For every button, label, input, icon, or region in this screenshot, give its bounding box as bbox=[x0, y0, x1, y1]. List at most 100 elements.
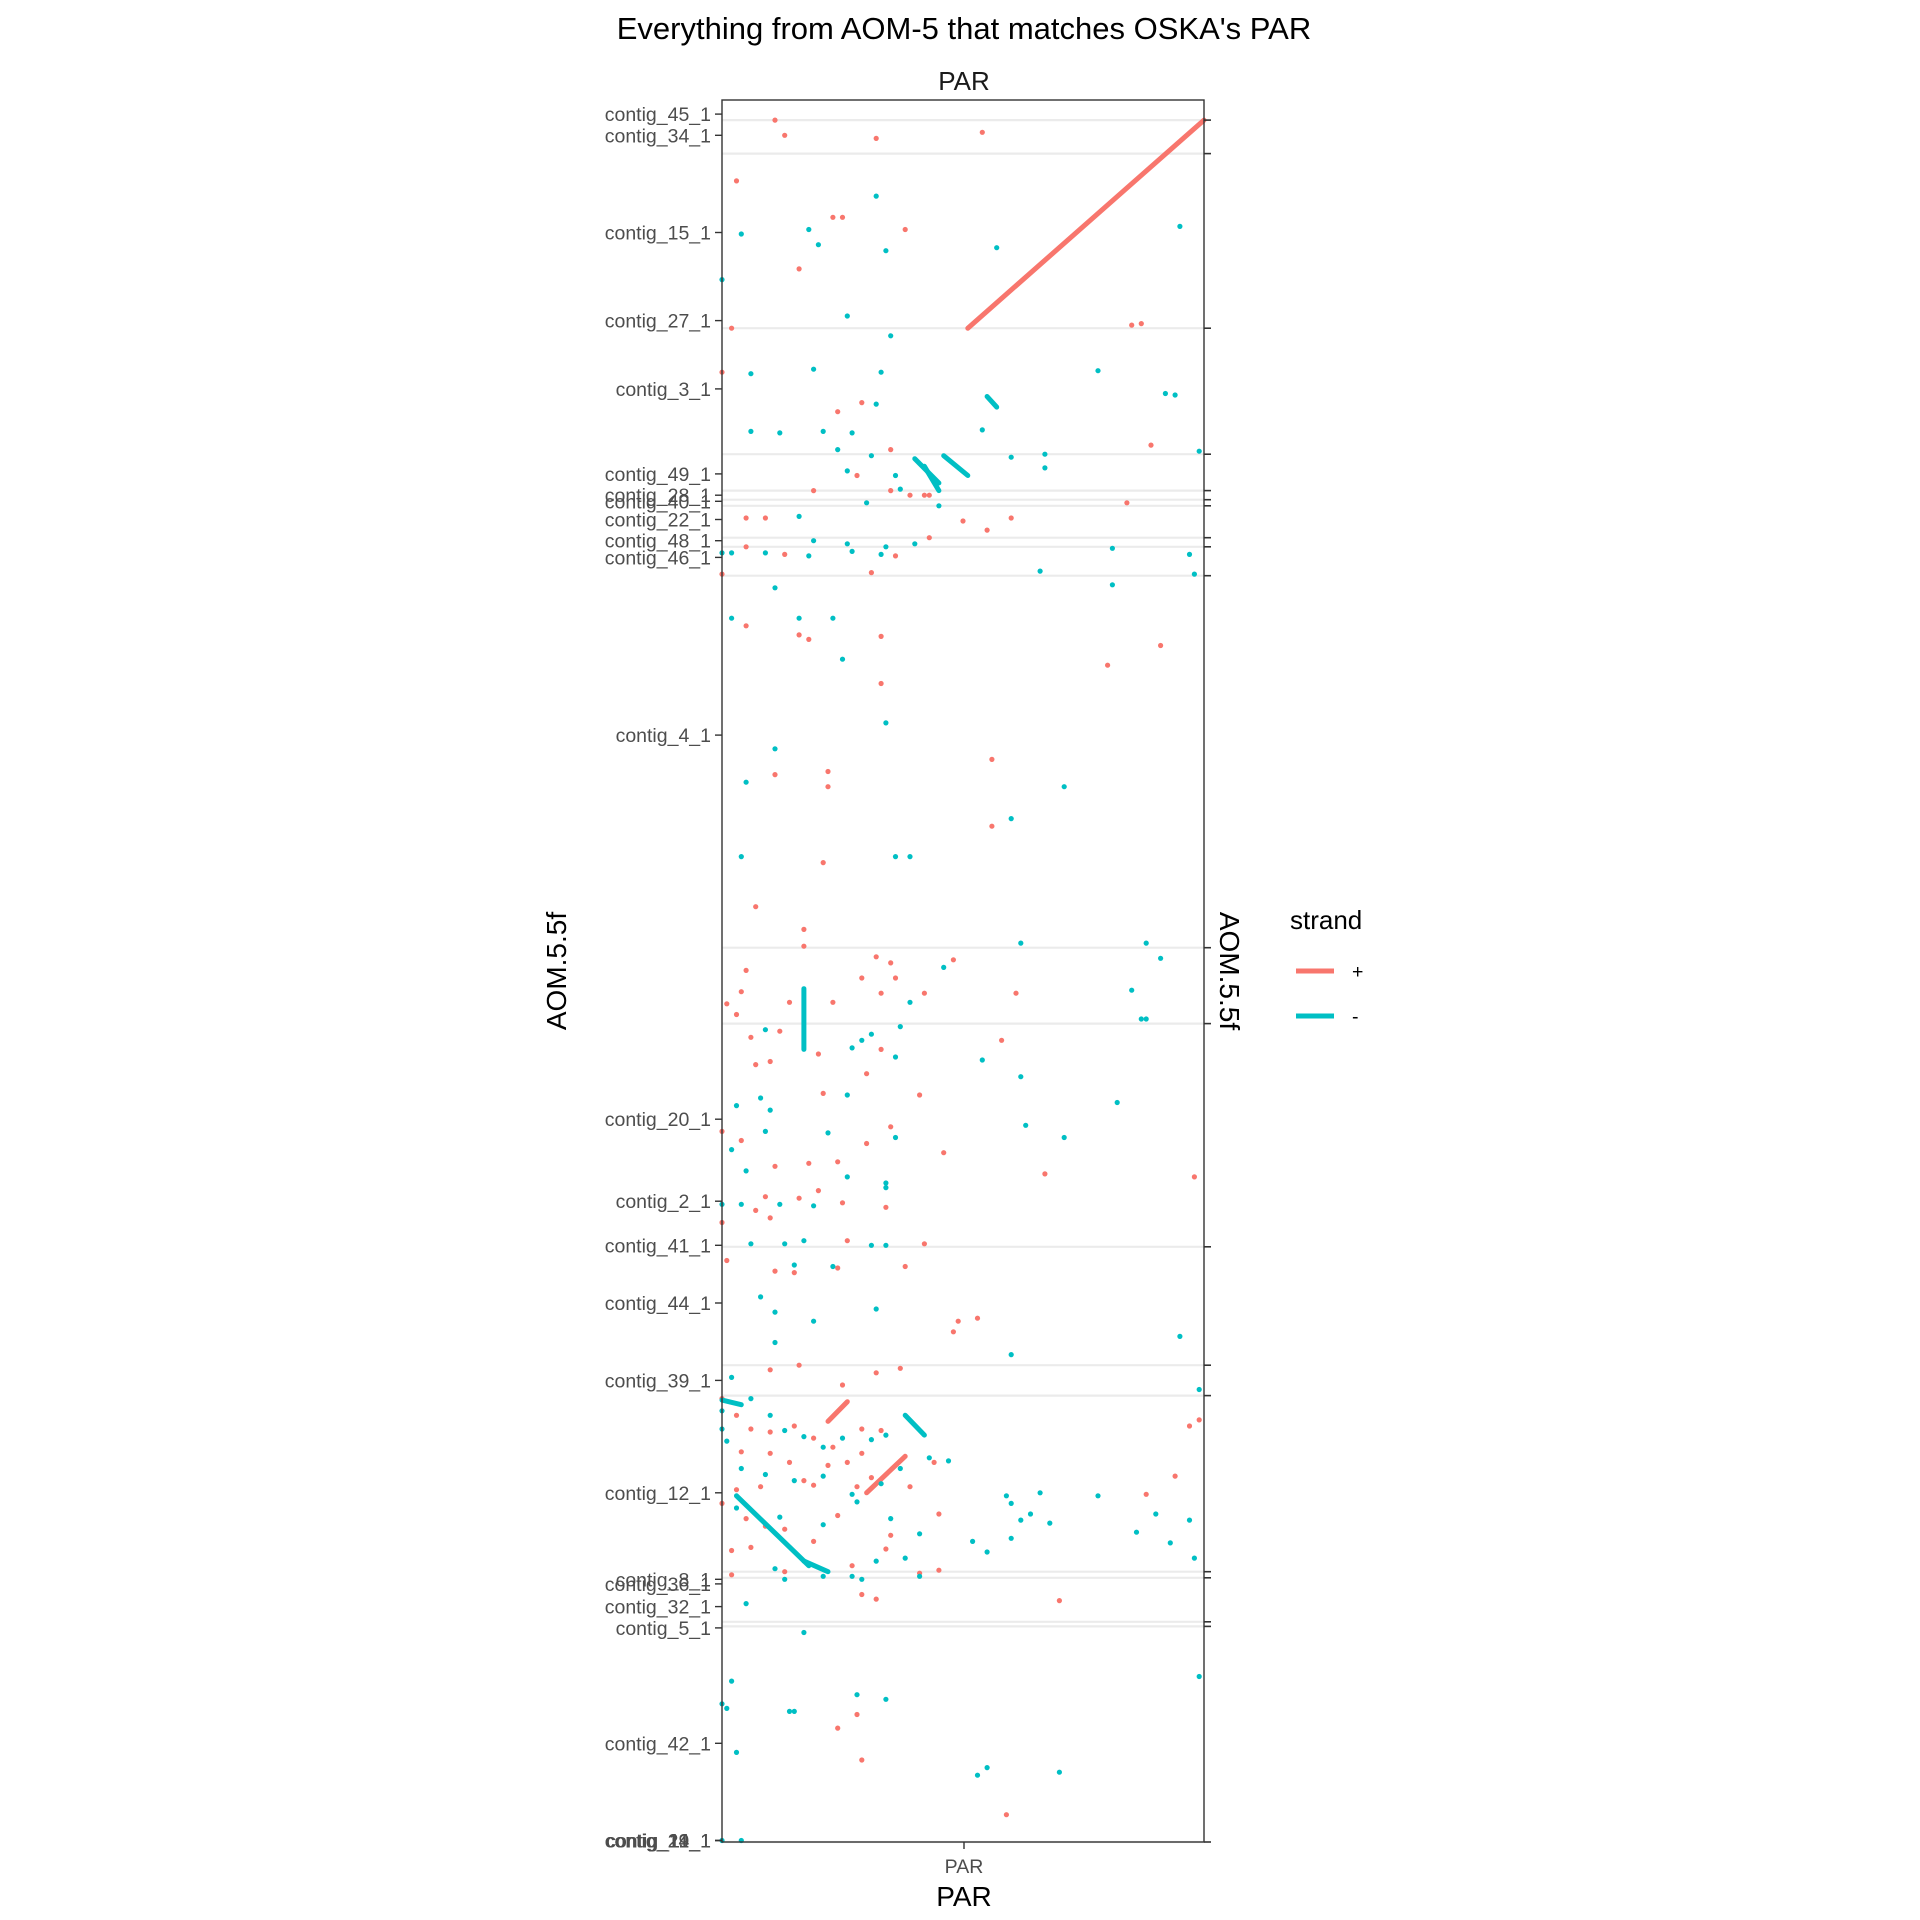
alignment-point bbox=[729, 1547, 735, 1554]
alignment-point bbox=[984, 1765, 990, 1771]
alignment-point bbox=[878, 551, 884, 558]
alignment-point bbox=[806, 636, 812, 643]
alignment-segment bbox=[902, 1412, 927, 1438]
alignment-point bbox=[839, 1200, 846, 1206]
alignment-point bbox=[782, 1241, 788, 1247]
alignment-point bbox=[878, 1046, 884, 1052]
alignment-point bbox=[729, 615, 735, 621]
alignment-point bbox=[926, 492, 932, 498]
alignment-point bbox=[970, 1538, 976, 1544]
y-tick-label: contig_44_1 bbox=[605, 1293, 711, 1315]
alignment-point bbox=[796, 632, 802, 638]
alignment-point bbox=[873, 401, 879, 407]
panel-border bbox=[721, 99, 1205, 1843]
alignment-point bbox=[1095, 368, 1101, 374]
series-layer bbox=[719, 117, 1207, 1844]
alignment-point bbox=[984, 527, 990, 533]
alignment-point bbox=[777, 1028, 783, 1034]
alignment-point bbox=[859, 1426, 865, 1432]
alignment-point bbox=[941, 964, 947, 971]
alignment-point bbox=[960, 518, 966, 524]
alignment-point bbox=[748, 1396, 754, 1402]
alignment-point bbox=[791, 1708, 797, 1714]
alignment-point bbox=[873, 135, 879, 141]
alignment-point bbox=[806, 1160, 812, 1166]
alignment-point bbox=[733, 1412, 740, 1418]
alignment-point bbox=[868, 453, 875, 459]
alignment-point bbox=[859, 1576, 865, 1582]
alignment-point bbox=[791, 1423, 797, 1429]
alignment-point bbox=[806, 226, 812, 233]
alignment-point bbox=[902, 1263, 908, 1270]
alignment-point bbox=[729, 1147, 735, 1153]
alignment-point bbox=[979, 1057, 985, 1063]
y-tick-label: contig_41_1 bbox=[605, 1235, 711, 1257]
alignment-point bbox=[849, 1045, 855, 1051]
alignment-point bbox=[830, 1263, 836, 1270]
alignment-point bbox=[762, 1471, 769, 1478]
alignment-point bbox=[984, 1549, 990, 1555]
alignment-point bbox=[999, 1037, 1005, 1043]
alignment-point bbox=[738, 1137, 744, 1144]
alignment-point bbox=[892, 472, 899, 479]
y-tick-label: contig_49_1 bbox=[605, 464, 711, 486]
alignment-point bbox=[897, 486, 903, 492]
alignment-point bbox=[767, 1450, 773, 1456]
alignment-point bbox=[1056, 1598, 1062, 1604]
alignment-point bbox=[791, 1262, 797, 1268]
alignment-point bbox=[815, 1051, 822, 1057]
alignment-point bbox=[772, 1268, 778, 1274]
alignment-point bbox=[907, 492, 913, 498]
alignment-point bbox=[762, 550, 769, 556]
alignment-point bbox=[883, 1242, 889, 1248]
alignment-point bbox=[917, 1531, 923, 1537]
alignment-point bbox=[1162, 390, 1168, 397]
alignment-point bbox=[917, 1573, 923, 1579]
alignment-point bbox=[801, 943, 807, 949]
y-tick-label: contig_45_1 bbox=[605, 104, 711, 126]
alignment-point bbox=[815, 242, 822, 248]
alignment-point bbox=[1008, 1535, 1014, 1541]
alignment-point bbox=[772, 746, 778, 752]
y-axis-title-right: AOM.5.5f bbox=[1214, 912, 1245, 1030]
y-tick-label: contig_19_1 bbox=[605, 1831, 711, 1853]
alignment-point bbox=[868, 570, 875, 576]
alignment-point bbox=[777, 1514, 783, 1520]
alignment-point bbox=[748, 1034, 754, 1040]
alignment-point bbox=[830, 1444, 836, 1450]
alignment-point bbox=[854, 1692, 860, 1698]
alignment-point bbox=[883, 248, 889, 254]
alignment-point bbox=[854, 1499, 860, 1505]
x-axis-title: PAR bbox=[936, 1881, 992, 1912]
alignment-point bbox=[883, 1696, 889, 1702]
alignment-point bbox=[888, 333, 894, 339]
alignment-point bbox=[733, 1011, 740, 1018]
alignment-point bbox=[1124, 500, 1130, 506]
alignment-point bbox=[1109, 582, 1115, 588]
alignment-point bbox=[753, 904, 759, 910]
alignment-point bbox=[873, 1306, 879, 1312]
alignment-point bbox=[762, 515, 769, 521]
alignment-point bbox=[738, 1201, 744, 1207]
alignment-point bbox=[786, 1708, 793, 1714]
alignment-point bbox=[873, 1558, 879, 1564]
y-tick-label: contig_2_1 bbox=[616, 1191, 711, 1213]
alignment-point bbox=[1138, 1016, 1144, 1022]
alignment-point bbox=[989, 756, 995, 763]
alignment-point bbox=[883, 1204, 889, 1210]
alignment-point bbox=[912, 541, 918, 547]
alignment-point bbox=[1196, 1417, 1202, 1423]
alignment-point bbox=[1186, 1517, 1193, 1523]
x-tick-label: PAR bbox=[945, 1856, 984, 1878]
alignment-point bbox=[1027, 1511, 1034, 1517]
alignment-point bbox=[892, 854, 899, 860]
alignment-point bbox=[806, 553, 812, 559]
alignment-point bbox=[873, 193, 879, 199]
alignment-point bbox=[859, 1037, 865, 1043]
alignment-point bbox=[1186, 551, 1193, 558]
alignment-point bbox=[844, 1459, 850, 1465]
alignment-point bbox=[1109, 545, 1115, 551]
alignment-point bbox=[767, 1412, 773, 1418]
alignment-point bbox=[859, 975, 865, 981]
alignment-segment bbox=[921, 463, 942, 494]
